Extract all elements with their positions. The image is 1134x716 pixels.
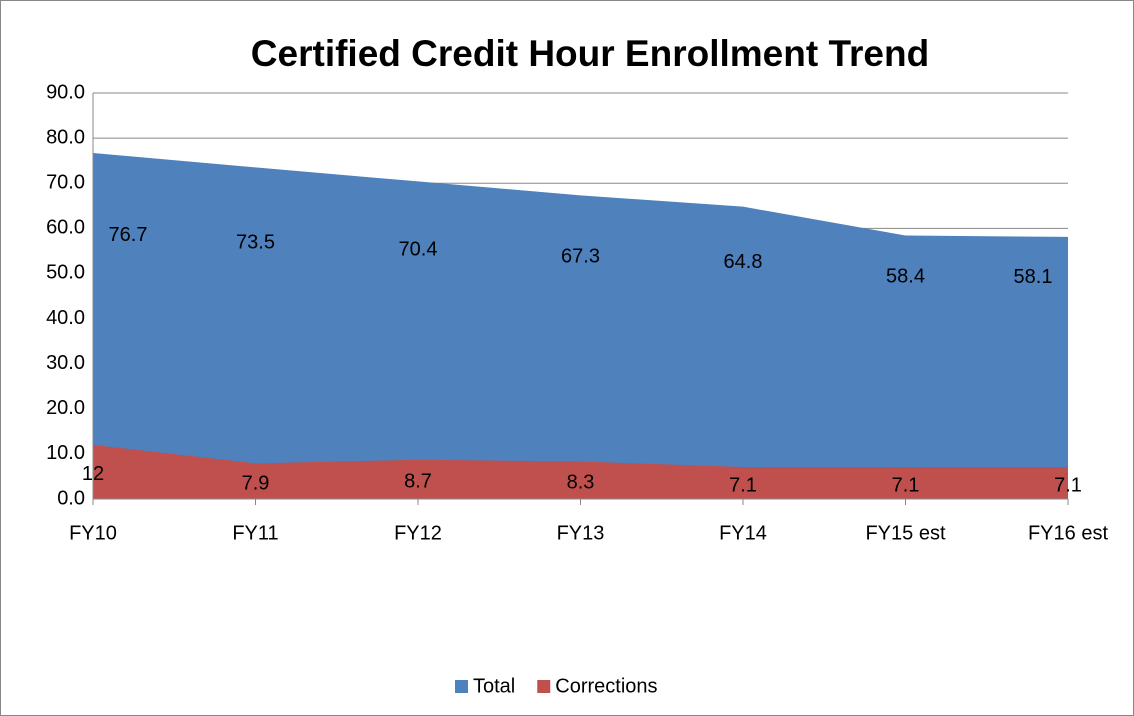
- y-tick-label: 90.0: [46, 81, 85, 103]
- y-tick-label: 40.0: [46, 307, 85, 329]
- x-tick-label: FY11: [232, 522, 278, 544]
- data-label: 7.1: [1054, 474, 1082, 496]
- x-tick-label: FY12: [394, 522, 442, 544]
- data-label: 7.9: [242, 472, 270, 494]
- data-label: 8.3: [567, 472, 595, 494]
- y-tick-label: 60.0: [46, 217, 85, 239]
- legend-swatch: [455, 680, 468, 693]
- data-label: 7.1: [729, 474, 757, 496]
- data-label: 76.7: [109, 224, 148, 246]
- y-tick-label: 30.0: [46, 352, 85, 374]
- data-label: 67.3: [561, 245, 600, 267]
- data-label: 8.7: [404, 471, 432, 493]
- data-label: 7.1: [892, 474, 920, 496]
- x-tick-label: FY13: [557, 522, 605, 544]
- data-label: 58.4: [886, 265, 925, 287]
- x-tick-label: FY16 est: [1028, 522, 1108, 544]
- data-label: 58.1: [1014, 266, 1053, 288]
- y-tick-label: 20.0: [46, 397, 85, 419]
- legend-label: Total: [473, 675, 515, 697]
- chart-title: Certified Credit Hour Enrollment Trend: [251, 33, 929, 74]
- y-tick-label: 70.0: [46, 172, 85, 194]
- x-tick-label: FY14: [719, 522, 767, 544]
- y-tick-label: 80.0: [46, 126, 85, 148]
- data-label: 73.5: [236, 231, 275, 253]
- area: [93, 152, 1068, 499]
- data-label: 12: [82, 463, 104, 485]
- x-tick-label: FY15 est: [865, 522, 945, 544]
- data-label: 70.4: [399, 238, 438, 260]
- y-tick-label: 0.0: [57, 487, 85, 509]
- data-label: 64.8: [724, 251, 763, 273]
- x-tick-label: FY10: [69, 522, 117, 544]
- legend-label: Corrections: [555, 675, 657, 697]
- area: [93, 444, 1068, 499]
- legend-swatch: [537, 680, 551, 693]
- y-tick-label: 50.0: [46, 262, 85, 284]
- y-tick-label: 10.0: [46, 442, 85, 464]
